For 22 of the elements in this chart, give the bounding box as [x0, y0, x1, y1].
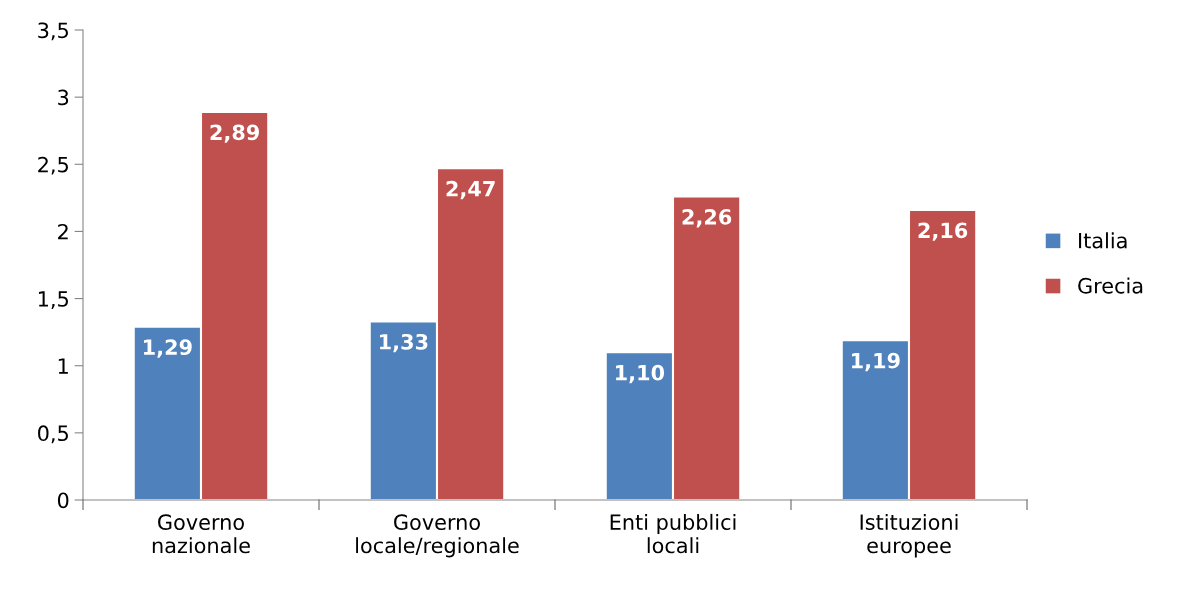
x-tick-label: Istituzioni europee: [860, 513, 958, 558]
x-tick-label: Governo locale/regionale: [356, 514, 519, 558]
legend-label: Grecia: [1078, 277, 1143, 294]
data-label: 1,33: [380, 333, 428, 353]
y-tick-label: 0: [57, 492, 69, 509]
data-label: 1,29: [144, 339, 192, 358]
legend-label: Italia: [1079, 232, 1127, 249]
y-tick-label: 2,5: [38, 156, 68, 175]
data-label: 1,10: [616, 364, 665, 384]
y-tick-label: 1,5: [38, 291, 68, 309]
y-tick-label: 0,5: [38, 425, 68, 444]
y-tick-label: 3: [58, 89, 69, 106]
data-label: 2,47: [446, 180, 495, 200]
x-tick-label: Governo nazionale: [152, 514, 250, 554]
y-tick-label: 1: [58, 358, 68, 374]
data-label: 1,19: [852, 352, 900, 372]
y-tick-label: 2: [58, 223, 68, 240]
data-label: 2,89: [210, 124, 259, 143]
data-label: 2,26: [682, 209, 732, 228]
data-label: 2,16: [918, 222, 968, 241]
y-tick-label: 3,5: [38, 22, 68, 41]
x-tick-label: Enti pubblici locali: [610, 513, 736, 554]
